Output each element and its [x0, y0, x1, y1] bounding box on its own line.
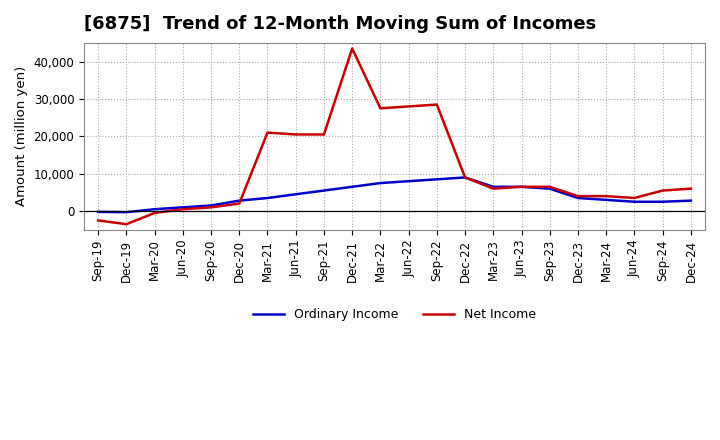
Ordinary Income: [546, 186, 554, 191]
Legend: Ordinary Income, Net Income: Ordinary Income, Net Income: [248, 303, 541, 326]
Net Income: [687, 186, 696, 191]
Net Income: [179, 207, 187, 212]
Net Income: [376, 106, 384, 111]
Ordinary Income: [433, 177, 441, 182]
Net Income: [207, 205, 215, 210]
Ordinary Income: [602, 197, 611, 202]
Ordinary Income: [376, 180, 384, 186]
Net Income: [517, 184, 526, 190]
Text: [6875]  Trend of 12-Month Moving Sum of Incomes: [6875] Trend of 12-Month Moving Sum of I…: [84, 15, 596, 33]
Ordinary Income: [687, 198, 696, 203]
Net Income: [94, 218, 102, 223]
Ordinary Income: [320, 188, 328, 193]
Net Income: [348, 46, 356, 51]
Ordinary Income: [264, 195, 272, 201]
Line: Ordinary Income: Ordinary Income: [98, 177, 691, 212]
Net Income: [574, 194, 582, 199]
Line: Net Income: Net Income: [98, 48, 691, 224]
Net Income: [122, 221, 131, 227]
Net Income: [433, 102, 441, 107]
Ordinary Income: [235, 198, 243, 203]
Ordinary Income: [574, 195, 582, 201]
Ordinary Income: [405, 179, 413, 184]
Net Income: [461, 175, 469, 180]
Net Income: [658, 188, 667, 193]
Ordinary Income: [94, 209, 102, 214]
Net Income: [546, 184, 554, 190]
Net Income: [264, 130, 272, 135]
Ordinary Income: [150, 207, 159, 212]
Ordinary Income: [348, 184, 356, 190]
Net Income: [150, 210, 159, 216]
Net Income: [292, 132, 300, 137]
Ordinary Income: [461, 175, 469, 180]
Ordinary Income: [179, 205, 187, 210]
Ordinary Income: [207, 203, 215, 208]
Net Income: [602, 194, 611, 199]
Ordinary Income: [630, 199, 639, 205]
Net Income: [630, 195, 639, 201]
Ordinary Income: [122, 209, 131, 215]
Y-axis label: Amount (million yen): Amount (million yen): [15, 66, 28, 206]
Net Income: [489, 186, 498, 191]
Ordinary Income: [489, 184, 498, 190]
Ordinary Income: [517, 184, 526, 190]
Net Income: [320, 132, 328, 137]
Ordinary Income: [292, 192, 300, 197]
Net Income: [235, 201, 243, 206]
Net Income: [405, 104, 413, 109]
Ordinary Income: [658, 199, 667, 205]
